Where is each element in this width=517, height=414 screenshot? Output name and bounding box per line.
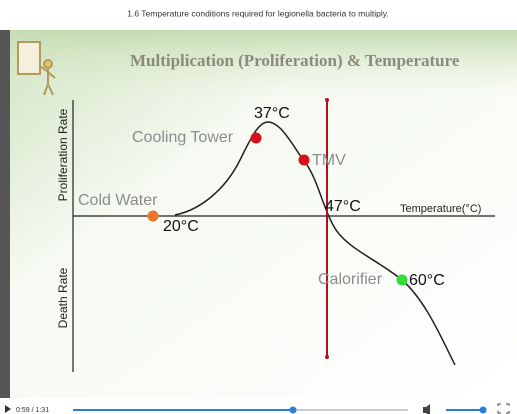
slide-title: Multiplication (Proliferation) & Tempera… — [130, 51, 460, 70]
point-label: Calorifier — [318, 271, 383, 288]
threshold-end — [325, 98, 329, 102]
progress-knob[interactable] — [290, 407, 297, 414]
point-dot — [148, 211, 159, 222]
point-label: TMV — [312, 152, 346, 169]
y-axis-top-label: Proliferation Rate — [56, 108, 70, 201]
player-time: 0:59 / 1:31 — [16, 407, 49, 414]
y-axis-bottom-label: Death Rate — [56, 267, 70, 328]
point-dot — [251, 133, 262, 144]
point-temp: 60°C — [409, 272, 445, 289]
volume-knob[interactable] — [480, 407, 487, 414]
player-bar — [0, 398, 517, 414]
point-temp: 20°C — [163, 218, 199, 235]
x-axis-label: Temperature(°C) — [400, 203, 481, 215]
point-dot — [397, 275, 408, 286]
point-temp: 37°C — [254, 105, 290, 122]
point-temp: 47°C — [325, 198, 361, 215]
page: 1.6 Temperature conditions required for … — [0, 0, 517, 414]
caption: 1.6 Temperature conditions required for … — [127, 8, 388, 18]
threshold-end — [325, 355, 329, 359]
point-label: Cooling Tower — [132, 129, 234, 146]
point-dot — [299, 155, 310, 166]
screen: 1.6 Temperature conditions required for … — [0, 0, 517, 414]
point-label: Cold Water — [78, 192, 158, 209]
